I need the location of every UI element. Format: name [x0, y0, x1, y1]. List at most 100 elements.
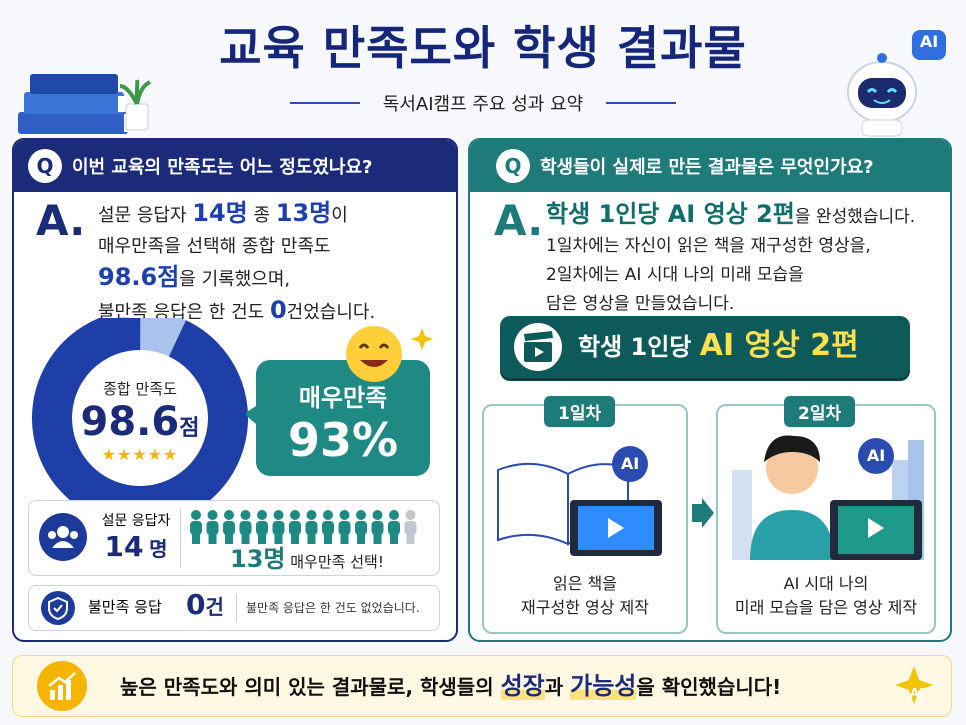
sparkle — [895, 666, 933, 704]
day1-illustration — [497, 446, 662, 556]
clapper-icon — [514, 323, 562, 371]
day1-tag: 1일차 — [544, 396, 616, 427]
person-head — [240, 510, 251, 520]
subtitle: 독서AI캠프 주요 성과 요약 — [382, 94, 584, 115]
person-body — [388, 521, 400, 535]
person-head — [191, 510, 201, 520]
text: 과 — [544, 675, 571, 699]
donut-label: 종합 만족도 — [103, 380, 177, 398]
person-legs — [324, 534, 332, 544]
text-line: 설문 응답자 14명 종 13명이 — [98, 198, 375, 231]
respondents-text: 설문 응답자 14 명 — [96, 510, 176, 563]
rule — [290, 102, 360, 104]
bubble-shape — [246, 326, 433, 476]
title: 교육 만족도와 학생 결과물 — [219, 21, 747, 75]
text-line: 학생 1인당 AI 영상 2편 — [578, 326, 859, 367]
text: 을 완성했습니다. — [794, 207, 916, 227]
text: 1일차에는 자신이 읽은 책을 재구성한 영상을, — [546, 236, 871, 256]
person-legs — [241, 534, 250, 544]
highlight: 성장 — [500, 672, 545, 700]
person-head — [273, 510, 284, 520]
day2-illustration — [732, 435, 924, 560]
person-legs — [258, 534, 266, 544]
person-head — [207, 510, 218, 520]
person-legs — [357, 534, 365, 544]
q-mark: Q — [496, 149, 530, 183]
highlight: AI 영상 2편 — [699, 328, 859, 363]
respondents-box — [28, 500, 440, 576]
person-head — [339, 510, 350, 520]
person-icon — [305, 510, 318, 544]
respondents-icon — [39, 513, 87, 561]
day1-badge: AI — [620, 454, 640, 473]
text: 이 — [331, 205, 348, 226]
day2-badge: AI — [866, 446, 886, 465]
person-legs — [390, 534, 398, 544]
person-body — [239, 521, 252, 535]
person-icon — [272, 510, 285, 544]
robot-badge: AI — [919, 32, 939, 51]
person-legs — [291, 534, 299, 544]
divider — [236, 594, 237, 622]
person-legs — [192, 534, 200, 544]
banner-text: 학생 1인당 AI 영상 2편 — [578, 326, 859, 367]
day2-tag: 2일차 — [784, 396, 856, 427]
person-head — [323, 510, 333, 520]
unsatisfied-count-wrap: 0건 — [186, 588, 224, 621]
highlight: 98.6점 — [98, 263, 180, 291]
unsatisfied-note: 불만족 응답은 한 건도 없었습니다. — [246, 601, 420, 615]
person-body — [305, 521, 318, 535]
text-line: 담은 영상을 만들었습니다. — [546, 290, 915, 319]
shield-icon — [41, 591, 75, 625]
text-line: 98.6점을 기록했으며, — [98, 262, 375, 295]
donut-unit: 점 — [179, 416, 200, 441]
person-head — [356, 510, 366, 520]
unsatisfied-label: 불만족 응답 — [88, 598, 162, 616]
robot — [847, 30, 946, 137]
bubble-share: 93% — [287, 413, 399, 467]
text-line: 1일차에는 자신이 읽은 책을 재구성한 영상을, — [546, 232, 915, 261]
person-body — [289, 521, 301, 535]
text: 을 기록했으며, — [179, 269, 291, 290]
q-mark: Q — [28, 149, 62, 183]
left-answer: 설문 응답자 14명 종 13명이 매우만족을 선택해 종합 만족도 98.6점을 … — [98, 198, 375, 328]
text: 2일차에는 AI 시대 나의 미래 모습을 — [546, 265, 804, 285]
subtitle-wrap: 독서AI캠프 주요 성과 요약 — [0, 90, 966, 116]
right-header: Q 학생들이 실제로 만든 결과물은 무엇인가요? — [470, 140, 950, 192]
bubble: 매우만족 93% — [258, 378, 428, 467]
bubble-label: 매우만족 — [298, 384, 388, 412]
question: 학생들이 실제로 만든 결과물은 무엇인가요? — [540, 157, 874, 178]
arrow — [692, 498, 714, 528]
highlight: 0 — [269, 296, 287, 324]
person-body — [272, 521, 285, 535]
person-icon — [371, 510, 384, 544]
person-body — [322, 521, 334, 535]
person-body — [404, 521, 417, 535]
text: 학생 1인당 — [578, 333, 700, 361]
day2-caption: AI 시대 나의 미래 모습을 담은 영상 제작 — [716, 572, 936, 620]
person-legs — [225, 534, 233, 544]
person-head — [372, 510, 383, 520]
person-head — [389, 510, 399, 520]
person-legs — [274, 534, 283, 544]
highlight: 14명 — [192, 199, 248, 227]
person-body — [256, 521, 268, 535]
donut-center: 종합 만족도 98.6점 ★★★★★ — [60, 378, 220, 464]
day1-caption: 읽은 책을 재구성한 영상 제작 — [482, 572, 688, 620]
unsatisfied-box — [28, 585, 440, 631]
caption-line: AI 시대 나의 — [783, 574, 869, 593]
text: 높은 만족도와 의미 있는 결과물로, 학생들의 — [120, 675, 501, 699]
text: 설문 응답자 — [98, 205, 193, 226]
caption-line: 재구성한 영상 제작 — [521, 598, 649, 617]
people-icons — [190, 510, 417, 544]
text: 을 확인했습니다! — [636, 675, 782, 699]
person-legs — [208, 534, 217, 544]
person-head — [306, 510, 317, 520]
person-body — [338, 521, 351, 535]
stars: ★★★★★ — [101, 445, 179, 464]
person-icon — [206, 510, 219, 544]
highlight: 13명 — [230, 545, 286, 573]
footer-text: 높은 만족도와 의미 있는 결과물로, 학생들의 성장과 가능성을 확인했습니다… — [120, 666, 781, 707]
question: 이번 교육의 만족도는 어느 정도였나요? — [72, 157, 373, 178]
banner — [500, 316, 910, 378]
